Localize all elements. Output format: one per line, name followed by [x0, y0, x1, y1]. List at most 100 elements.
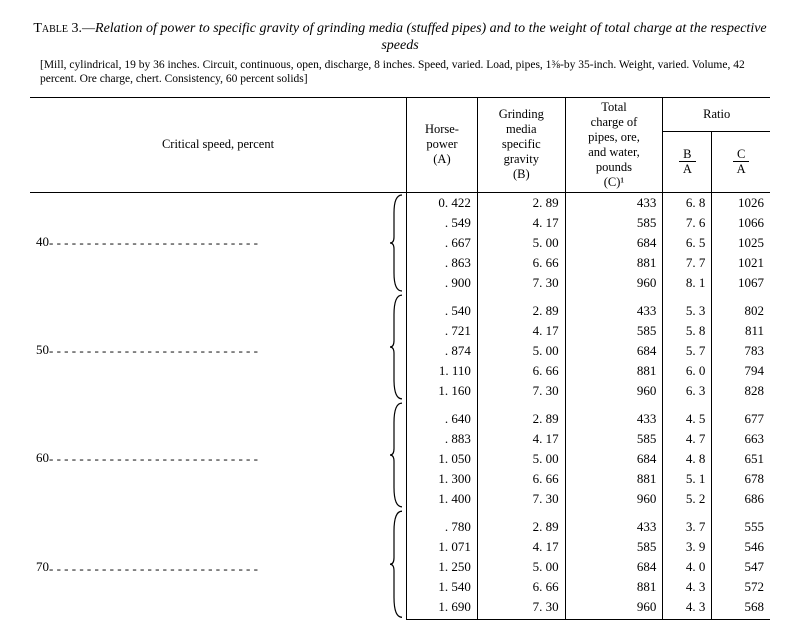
table-cell: 5. 1	[663, 469, 712, 489]
table-cell: 5. 2	[663, 489, 712, 509]
table-cell: 6. 66	[477, 253, 565, 273]
table-cell: 5. 8	[663, 321, 712, 341]
table-cell: 4. 0	[663, 557, 712, 577]
table-cell: 1026	[712, 192, 770, 213]
table-cell: 684	[565, 449, 663, 469]
speed-group-label: 70- - - - - - - - - - - - - - - - - - - …	[30, 509, 406, 620]
table-cell: 7. 6	[663, 213, 712, 233]
table-cell: 960	[565, 273, 663, 293]
table-cell: 433	[565, 401, 663, 429]
table-cell: 6. 66	[477, 361, 565, 381]
table-cell: 684	[565, 341, 663, 361]
table-cell: 678	[712, 469, 770, 489]
table-cell: 6. 0	[663, 361, 712, 381]
table-cell: 881	[565, 469, 663, 489]
table-cell: 1. 160	[406, 381, 477, 401]
table-cell: . 863	[406, 253, 477, 273]
table-cell: 651	[712, 449, 770, 469]
table-cell: 1. 400	[406, 489, 477, 509]
table-description: Relation of power to specific gravity of…	[95, 21, 767, 53]
table-cell: 5. 7	[663, 341, 712, 361]
col-ratio-ca: CA	[712, 132, 770, 192]
table-cell: . 667	[406, 233, 477, 253]
table-cell: . 900	[406, 273, 477, 293]
table-row: 50- - - - - - - - - - - - - - - - - - - …	[30, 293, 770, 321]
table-cell: 783	[712, 341, 770, 361]
table-cell: 4. 3	[663, 597, 712, 620]
table-cell: 1066	[712, 213, 770, 233]
table-cell: 433	[565, 293, 663, 321]
table-cell: 1067	[712, 273, 770, 293]
table-row: 70- - - - - - - - - - - - - - - - - - - …	[30, 509, 770, 537]
table-cell: 5. 3	[663, 293, 712, 321]
table-cell: 686	[712, 489, 770, 509]
table-cell: 1025	[712, 233, 770, 253]
table-cell: 6. 3	[663, 381, 712, 401]
table-cell: 5. 00	[477, 557, 565, 577]
table-cell: 7. 30	[477, 381, 565, 401]
col-specific-gravity: Grinding media specific gravity (B)	[477, 97, 565, 192]
table-cell: 4. 5	[663, 401, 712, 429]
table-cell: . 640	[406, 401, 477, 429]
col-horsepower: Horse- power (A)	[406, 97, 477, 192]
table-cell: . 874	[406, 341, 477, 361]
table-cell: 555	[712, 509, 770, 537]
table-title: Table 3.—Relation of power to specific g…	[30, 20, 770, 54]
table-cell: 794	[712, 361, 770, 381]
table-cell: 1. 071	[406, 537, 477, 557]
table-cell: 684	[565, 233, 663, 253]
table-cell: 6. 8	[663, 192, 712, 213]
table-cell: 802	[712, 293, 770, 321]
conditions-note: [Mill, cylindrical, 19 by 36 inches. Cir…	[40, 58, 760, 87]
table-cell: 881	[565, 253, 663, 273]
table-cell: 1. 110	[406, 361, 477, 381]
table-cell: 2. 89	[477, 509, 565, 537]
table-cell: . 780	[406, 509, 477, 537]
table-cell: 4. 17	[477, 213, 565, 233]
table-cell: 677	[712, 401, 770, 429]
table-cell: 6. 66	[477, 469, 565, 489]
table-cell: 5. 00	[477, 233, 565, 253]
table-cell: 1. 050	[406, 449, 477, 469]
table-cell: 2. 89	[477, 192, 565, 213]
col-ratio: Ratio	[663, 97, 770, 132]
table-cell: . 883	[406, 429, 477, 449]
table-cell: 8. 1	[663, 273, 712, 293]
table-cell: 811	[712, 321, 770, 341]
table-cell: 433	[565, 192, 663, 213]
table-cell: 4. 17	[477, 537, 565, 557]
data-table: Critical speed, percent Horse- power (A)…	[30, 97, 770, 620]
table-cell: 547	[712, 557, 770, 577]
table-number: Table 3.	[33, 21, 82, 36]
table-cell: 4. 8	[663, 449, 712, 469]
table-cell: 433	[565, 509, 663, 537]
col-critical-speed: Critical speed, percent	[30, 97, 406, 192]
table-cell: 2. 89	[477, 401, 565, 429]
table-cell: 881	[565, 577, 663, 597]
table-cell: 881	[565, 361, 663, 381]
col-total-charge: Total charge of pipes, ore, and water, p…	[565, 97, 663, 192]
table-cell: 3. 9	[663, 537, 712, 557]
table-row: 40- - - - - - - - - - - - - - - - - - - …	[30, 192, 770, 213]
table-cell: 0. 422	[406, 192, 477, 213]
table-cell: 960	[565, 597, 663, 620]
table-cell: 1. 300	[406, 469, 477, 489]
table-cell: 3. 7	[663, 509, 712, 537]
table-cell: 5. 00	[477, 449, 565, 469]
table-cell: 7. 7	[663, 253, 712, 273]
table-cell: 7. 30	[477, 489, 565, 509]
table-cell: 585	[565, 537, 663, 557]
table-cell: 4. 7	[663, 429, 712, 449]
table-cell: 585	[565, 429, 663, 449]
table-cell: 585	[565, 321, 663, 341]
table-cell: 2. 89	[477, 293, 565, 321]
table-row: 60- - - - - - - - - - - - - - - - - - - …	[30, 401, 770, 429]
table-cell: 1021	[712, 253, 770, 273]
speed-group-label: 50- - - - - - - - - - - - - - - - - - - …	[30, 293, 406, 401]
table-cell: 1. 540	[406, 577, 477, 597]
table-cell: 1. 690	[406, 597, 477, 620]
table-cell: 960	[565, 489, 663, 509]
table-cell: 585	[565, 213, 663, 233]
speed-group-label: 40- - - - - - - - - - - - - - - - - - - …	[30, 192, 406, 293]
col-ratio-ba: BA	[663, 132, 712, 192]
